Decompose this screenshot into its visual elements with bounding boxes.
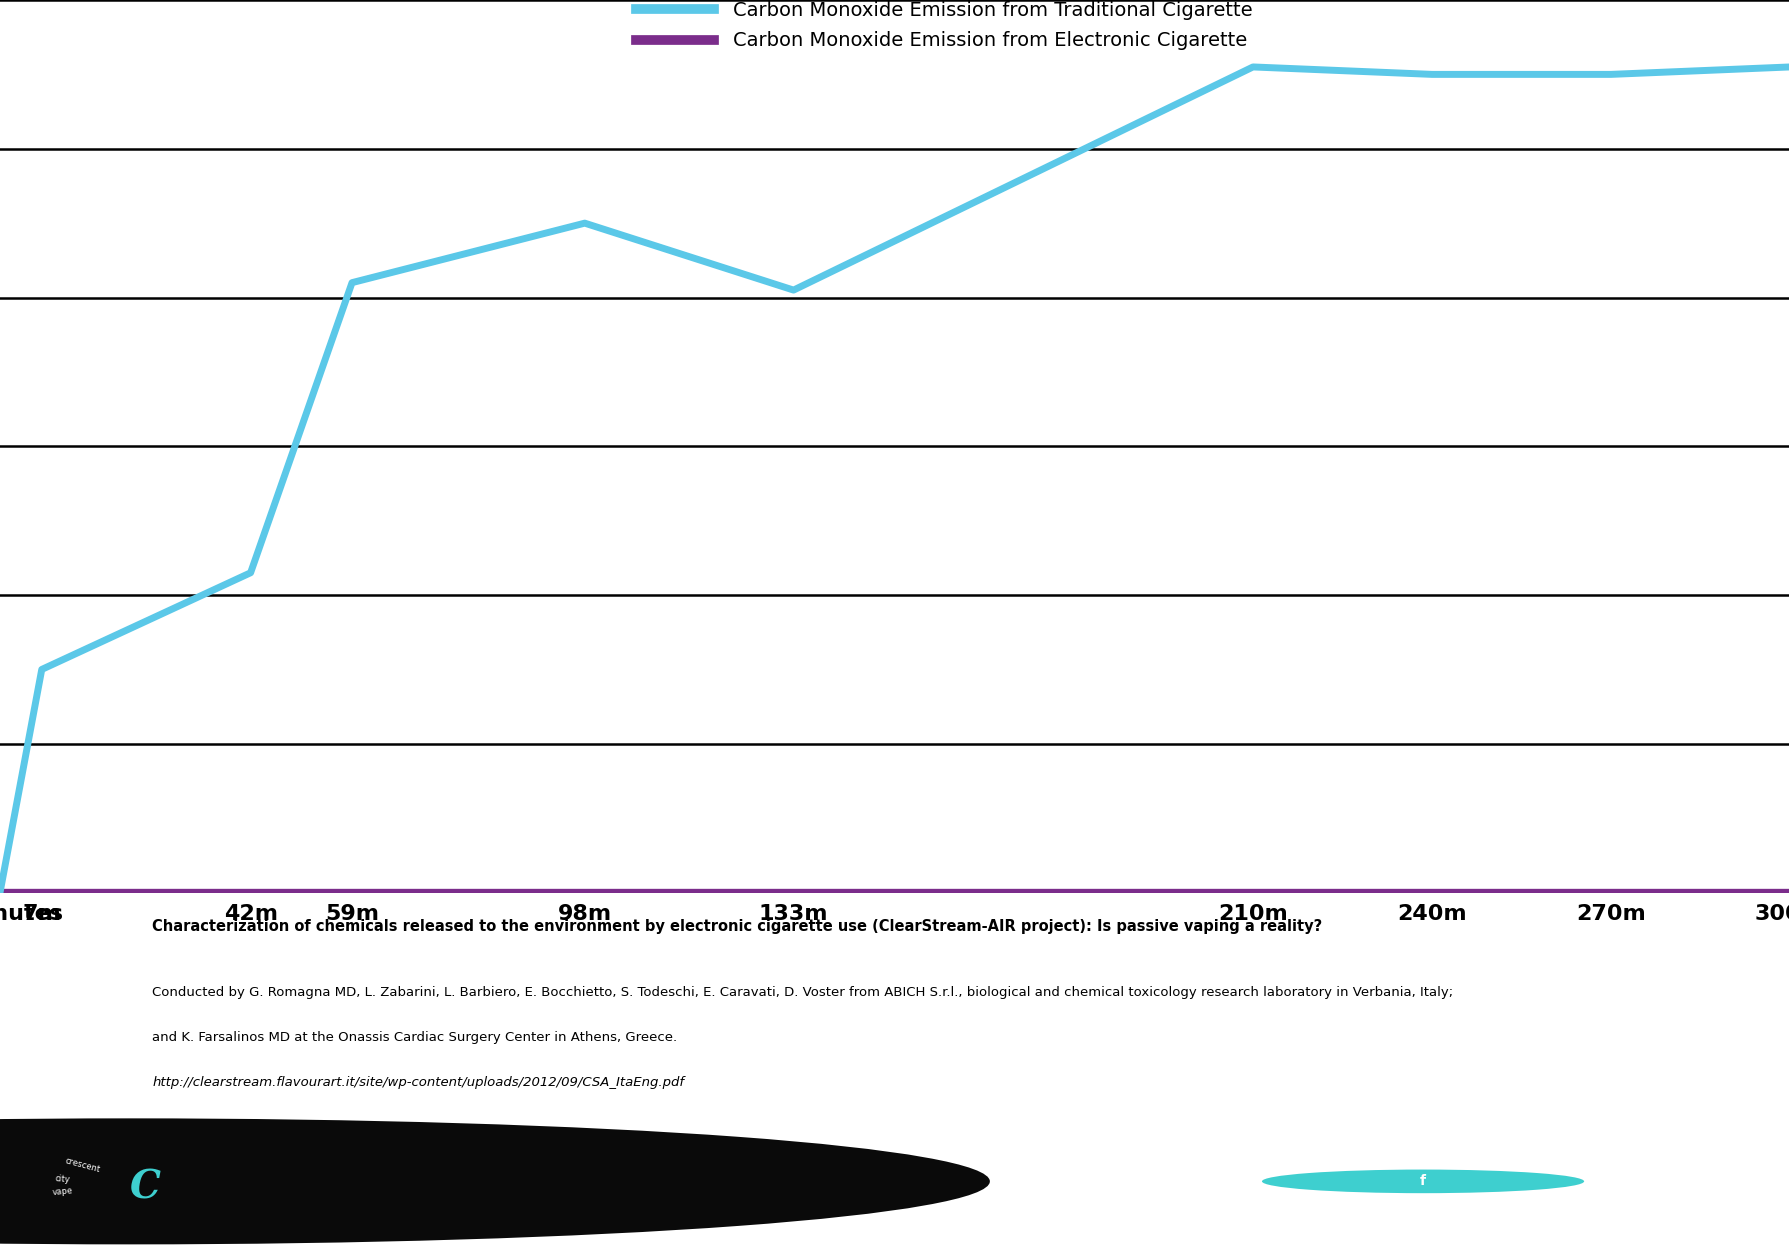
Text: vape: vape — [52, 1186, 73, 1197]
Text: f: f — [1419, 1175, 1426, 1188]
Circle shape — [1261, 1170, 1583, 1193]
Text: Characterization of chemicals released to the environment by electronic cigarett: Characterization of chemicals released t… — [152, 919, 1322, 934]
Text: Conducted by G. Romagna MD, L. Zabarini, L. Barbiero, E. Bocchietto, S. Todeschi: Conducted by G. Romagna MD, L. Zabarini,… — [152, 986, 1453, 999]
Text: C: C — [129, 1168, 161, 1207]
Text: and K. Farsalinos MD at the Onassis Cardiac Surgery Center in Athens, Greece.: and K. Farsalinos MD at the Onassis Card… — [152, 1031, 676, 1044]
Text: 4507 Magazine Street, New Orleans, LA 70115: 4507 Magazine Street, New Orleans, LA 70… — [308, 1172, 730, 1191]
Text: /crescentcityvape.com: /crescentcityvape.com — [1556, 1172, 1760, 1191]
Text: crescentcityvape.com: crescentcityvape.com — [1082, 1172, 1279, 1191]
Text: http://clearstream.flavourart.it/site/wp-content/uploads/2012/09/CSA_ItaEng.pdf: http://clearstream.flavourart.it/site/wp… — [152, 1076, 683, 1089]
Circle shape — [0, 1119, 989, 1245]
Text: city: city — [55, 1173, 70, 1183]
Text: (504) 309-8134: (504) 309-8134 — [807, 1172, 946, 1191]
Text: crescent: crescent — [64, 1157, 100, 1175]
Legend: Carbon Monoxide Emission from Traditional Cigarette, Carbon Monoxide Emission fr: Carbon Monoxide Emission from Traditiona… — [635, 1, 1252, 50]
